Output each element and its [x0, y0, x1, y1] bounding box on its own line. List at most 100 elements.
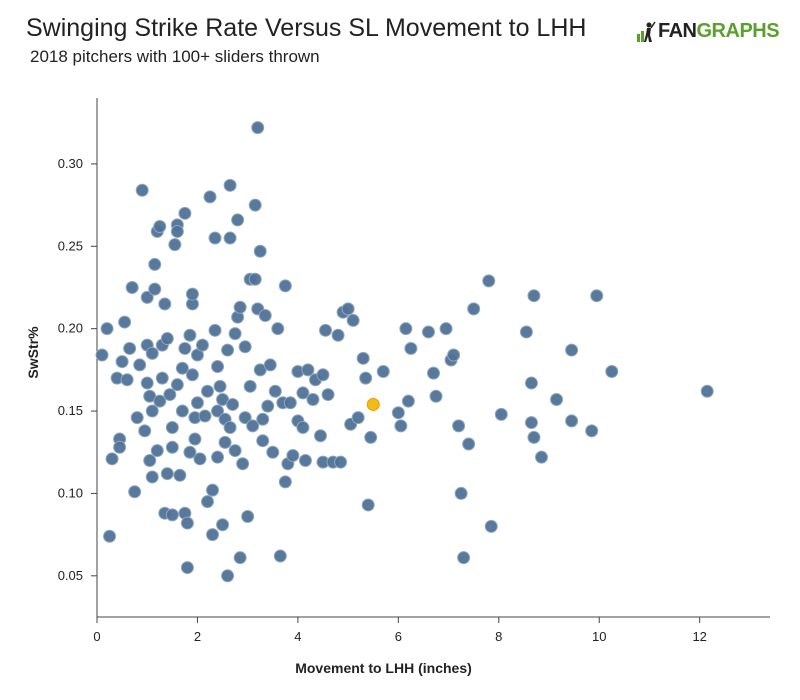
data-point: [145, 346, 159, 360]
data-point: [133, 358, 147, 372]
data-point: [457, 551, 471, 565]
data-point: [105, 452, 119, 466]
x-tick-label: 2: [194, 629, 201, 644]
data-point: [361, 498, 375, 512]
data-point: [188, 432, 202, 446]
data-point: [135, 183, 149, 197]
data-point: [421, 325, 435, 339]
data-point: [605, 365, 619, 379]
data-point: [198, 409, 212, 423]
data-point: [211, 450, 225, 464]
y-tick-label: 0.20: [58, 321, 83, 336]
data-point: [298, 453, 312, 467]
data-point: [178, 341, 192, 355]
x-axis-label: Movement to LHH (inches): [295, 660, 472, 676]
y-tick-label: 0.15: [58, 403, 83, 418]
data-point: [316, 368, 330, 382]
data-point: [296, 421, 310, 435]
data-point: [208, 323, 222, 337]
data-points: [95, 121, 714, 583]
data-point: [346, 313, 360, 327]
data-point: [527, 430, 541, 444]
data-point: [178, 206, 192, 220]
data-point: [241, 509, 255, 523]
data-point: [364, 430, 378, 444]
data-point: [113, 440, 127, 454]
data-point: [168, 238, 182, 252]
data-point: [128, 485, 142, 499]
data-point: [231, 213, 245, 227]
data-point: [462, 437, 476, 451]
data-point: [351, 411, 365, 425]
x-tick-label: 0: [93, 629, 100, 644]
data-point: [341, 302, 355, 316]
data-point: [359, 371, 373, 385]
x-tick-label: 6: [395, 629, 402, 644]
data-point: [266, 445, 280, 459]
data-point: [165, 440, 179, 454]
data-point: [700, 384, 714, 398]
data-point: [218, 435, 232, 449]
data-point: [195, 338, 209, 352]
data-point: [494, 407, 508, 421]
data-point: [223, 178, 237, 192]
data-point: [429, 389, 443, 403]
data-point: [404, 341, 418, 355]
logo-text-fan: FAN: [658, 20, 697, 42]
data-point: [467, 302, 481, 316]
data-point: [180, 561, 194, 575]
data-point: [238, 411, 252, 425]
data-point: [590, 289, 604, 303]
data-point: [524, 376, 538, 390]
data-point: [185, 287, 199, 301]
data-point: [394, 419, 408, 433]
data-point: [223, 421, 237, 435]
data-point: [216, 518, 230, 532]
data-point: [319, 323, 333, 337]
data-point: [376, 365, 390, 379]
x-axis-ticks: 0 2 4 6 8 10 12: [93, 617, 707, 644]
data-point: [183, 328, 197, 342]
data-point: [165, 508, 179, 522]
data-point: [482, 274, 496, 288]
data-point: [211, 360, 225, 374]
data-point: [550, 393, 564, 407]
data-point: [256, 412, 270, 426]
data-point: [401, 394, 415, 408]
data-point: [519, 325, 533, 339]
data-point: [115, 355, 129, 369]
fangraphs-logo: FAN GRAPHS: [636, 20, 780, 43]
data-point: [148, 257, 162, 271]
data-point: [175, 404, 189, 418]
data-point: [484, 519, 498, 533]
data-point: [165, 421, 179, 435]
data-point: [286, 449, 300, 463]
data-point: [213, 379, 227, 393]
data-point: [153, 394, 167, 408]
data-point: [263, 358, 277, 372]
data-point: [148, 282, 162, 296]
data-point: [524, 416, 538, 430]
data-point: [190, 396, 204, 410]
y-tick-label: 0.10: [58, 485, 83, 500]
data-point: [226, 397, 240, 411]
y-tick-label: 0.25: [58, 238, 83, 253]
data-point: [585, 424, 599, 438]
data-point: [283, 396, 297, 410]
y-tick-label: 0.05: [58, 568, 83, 583]
data-point: [185, 368, 199, 382]
data-point: [221, 343, 235, 357]
x-tick-label: 10: [592, 629, 606, 644]
data-point: [306, 393, 320, 407]
data-point: [258, 308, 272, 322]
data-point: [125, 280, 139, 294]
data-point: [278, 279, 292, 293]
data-point: [565, 343, 579, 357]
batter-icon: [637, 21, 656, 42]
data-point: [138, 424, 152, 438]
chart-subtitle: 2018 pitchers with 100+ sliders thrown: [30, 47, 320, 66]
data-point: [130, 411, 144, 425]
data-point: [447, 348, 461, 362]
data-point: [180, 516, 194, 530]
